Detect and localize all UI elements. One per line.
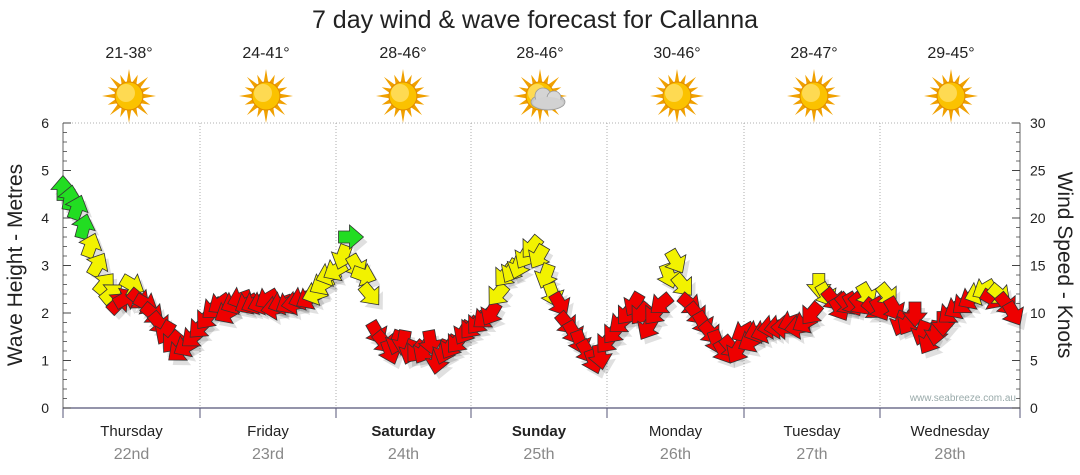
temperature-label: 24-41°: [242, 45, 289, 62]
wind-arrow: [528, 242, 551, 269]
right-tick-label: 5: [1030, 353, 1038, 369]
right-axis-title: Wind Speed - Knots: [1053, 172, 1076, 359]
right-tick-label: 10: [1030, 305, 1046, 321]
chart-title: 7 day wind & wave forecast for Callanna: [312, 6, 758, 34]
left-tick-label: 6: [41, 115, 49, 131]
left-tick-label: 5: [41, 163, 49, 179]
day-name-label: Friday: [247, 423, 289, 440]
partly-cloudy-icon: [513, 69, 567, 123]
day-name-label: Tuesday: [784, 423, 841, 440]
wind-arrow: [670, 271, 692, 296]
day-name-label: Monday: [649, 423, 703, 440]
wind-arrows: [50, 174, 1028, 380]
temperature-label: 28-46°: [379, 45, 426, 62]
wind-arrow: [902, 301, 928, 328]
temperature-label: 29-45°: [927, 45, 974, 62]
wind-arrow: [338, 224, 365, 250]
right-tick-label: 20: [1030, 210, 1046, 226]
left-tick-label: 1: [41, 353, 49, 369]
wind-arrow: [357, 281, 380, 306]
sun-icon: [924, 69, 978, 123]
left-tick-label: 2: [41, 305, 49, 321]
temperature-label: 28-47°: [790, 45, 837, 62]
day-date-label: 27th: [796, 446, 827, 463]
day-date-label: 28th: [934, 446, 965, 463]
day-name-label: Wednesday: [911, 423, 990, 440]
day-date-label: 26th: [660, 446, 691, 463]
left-tick-label: 4: [41, 210, 49, 226]
day-date-label: 25th: [523, 446, 554, 463]
sun-icon: [376, 69, 430, 123]
right-tick-label: 0: [1030, 400, 1038, 416]
day-labels: Thursday 22nd Friday 23rd Saturday 24th Sunday…: [100, 423, 990, 463]
day-name-label: Thursday: [100, 423, 163, 440]
sun-icon: [239, 69, 293, 123]
sun-icon: [102, 69, 156, 123]
right-axis-ticks: 0 5 10 15 20 25 30: [1012, 115, 1046, 416]
right-tick-label: 15: [1030, 258, 1046, 274]
day-date-label: 23rd: [252, 446, 284, 463]
sun-icon: [787, 69, 841, 123]
sun-icon: [650, 69, 704, 123]
left-tick-label: 3: [41, 258, 49, 274]
weather-icon-row: [102, 69, 978, 123]
left-tick-label: 0: [41, 400, 49, 416]
temperature-row: 21-38° 24-41° 28-46° 28-46° 30-46° 28-47° 29-4…: [105, 45, 974, 62]
right-tick-label: 25: [1030, 163, 1046, 179]
wind-arrow: [587, 343, 613, 371]
right-tick-label: 30: [1030, 115, 1046, 131]
temperature-label: 30-46°: [653, 45, 700, 62]
left-axis-title: Wave Height - Metres: [4, 164, 27, 366]
wind-arrow: [548, 290, 571, 317]
wind-arrow: [802, 300, 825, 325]
temperature-label: 21-38°: [105, 45, 152, 62]
wind-arrow: [650, 291, 675, 314]
credit-text: www.seabreeze.com.au: [909, 393, 1016, 404]
left-axis-ticks: 0 1 2 3 4 5 6: [41, 115, 71, 416]
day-date-label: 24th: [388, 446, 419, 463]
wind-arrow: [664, 247, 687, 274]
day-name-label: Saturday: [371, 423, 436, 440]
day-name-label: Sunday: [512, 423, 567, 440]
wind-arrow: [533, 262, 559, 289]
day-date-label: 22nd: [114, 446, 150, 463]
temperature-label: 28-46°: [516, 45, 563, 62]
wind-arrow: [1001, 299, 1024, 326]
